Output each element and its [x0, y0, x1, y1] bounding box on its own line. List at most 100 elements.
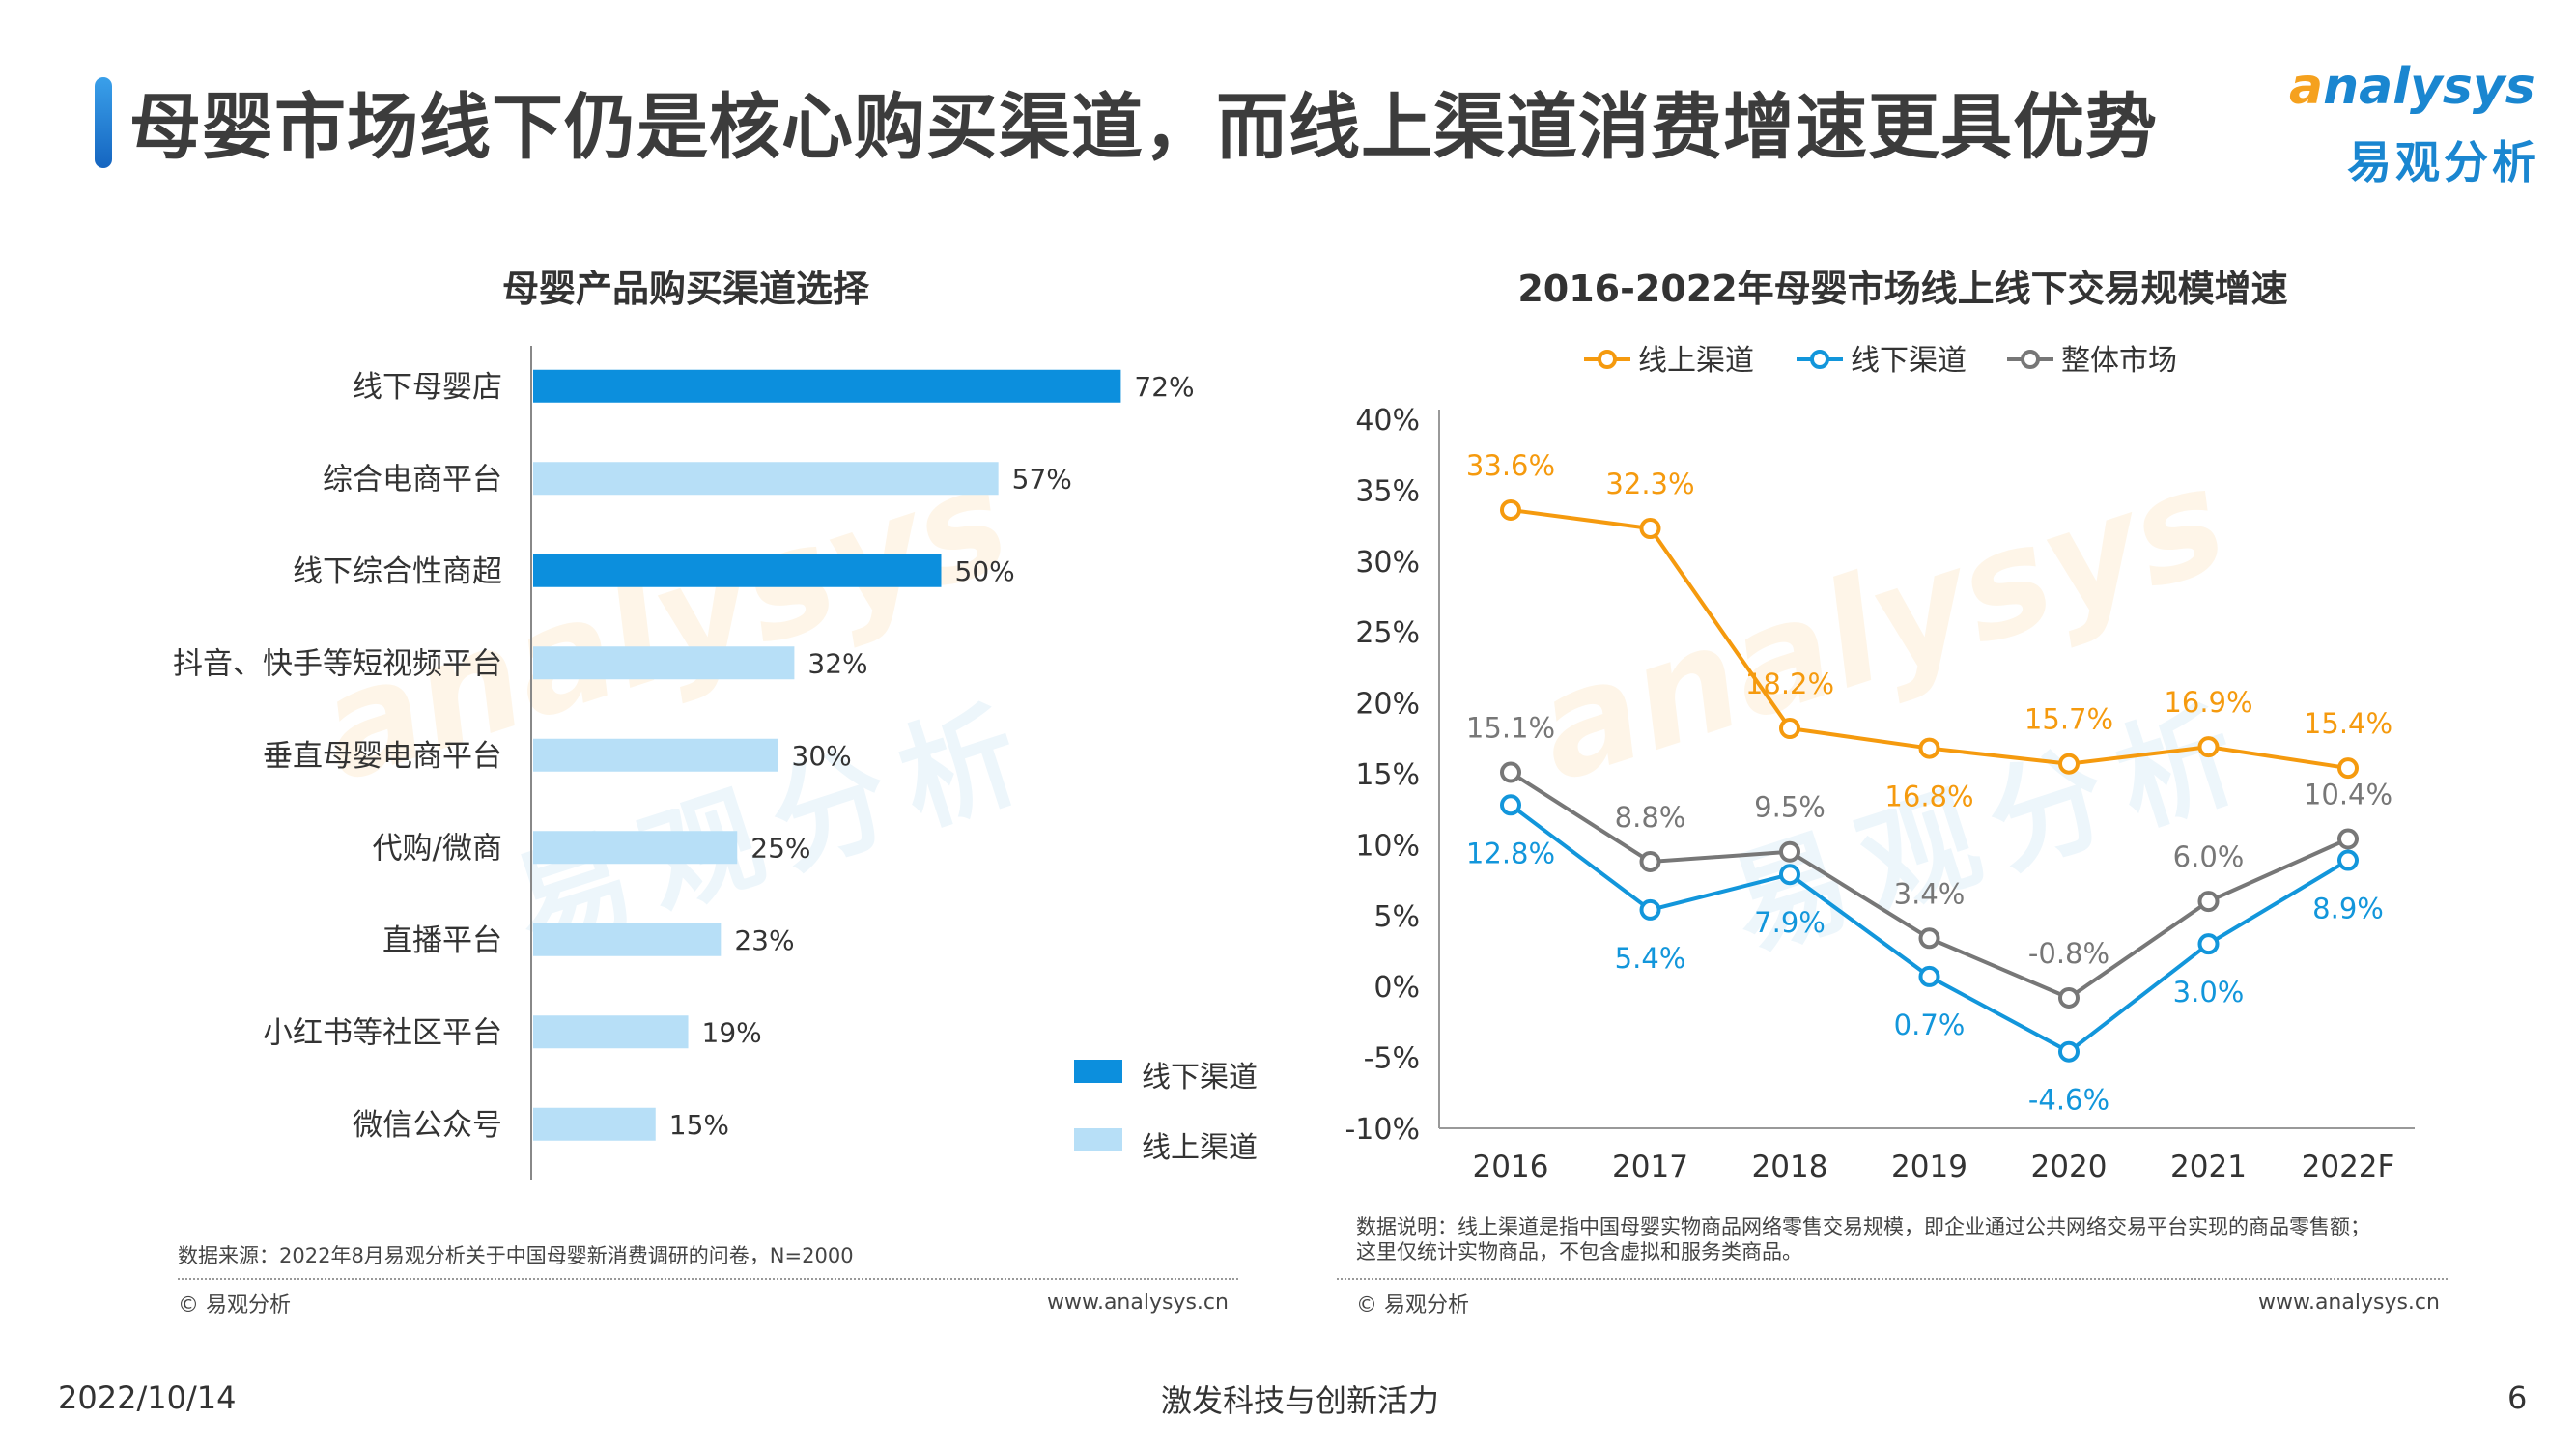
bar: [533, 646, 795, 680]
bar-category-label: 线下综合性商超: [293, 554, 502, 589]
data-label: 15.7%: [2024, 703, 2113, 736]
y-tick-label: 0%: [1373, 971, 1420, 1005]
left-copyright: © 易观分析: [178, 1293, 291, 1318]
logo-wordmark: nalysys: [2323, 58, 2535, 116]
data-point: [2337, 828, 2359, 850]
logo-english: analysys: [2289, 58, 2535, 116]
bar-value-label: 57%: [1012, 463, 1072, 495]
bar-category-label: 代购/微商: [373, 831, 502, 866]
data-point: [1779, 840, 1800, 863]
data-point: [2337, 849, 2359, 871]
data-label: 32.3%: [1605, 468, 1694, 500]
data-point: [2197, 891, 2220, 913]
bar: [533, 738, 778, 772]
legend-swatch-offline: [1074, 1060, 1122, 1083]
bar-category-label: 抖音、快手等短视频平台: [173, 646, 502, 681]
bar: [533, 1107, 656, 1141]
analysys-logo: analysys 易观分析: [2289, 58, 2550, 193]
data-point: [1639, 898, 1661, 921]
source-note: 数据来源：2022年8月易观分析关于中国母婴新消费调研的问卷，N=2000: [178, 1244, 854, 1267]
title-accent-bar: [95, 77, 112, 168]
bar-value-label: 25%: [750, 832, 810, 864]
data-label: 9.5%: [1754, 791, 1826, 824]
bar-category-label: 线下母婴店: [353, 370, 502, 405]
data-label: 16.9%: [2164, 686, 2252, 719]
page-title: 母婴市场线下仍是核心购买渠道，而线上渠道消费增速更具优势: [129, 86, 2158, 169]
data-label: 6.0%: [2173, 840, 2245, 873]
left-website: www.analysys.cn: [1047, 1291, 1229, 1315]
x-tick-label: 2020: [2031, 1150, 2108, 1184]
bar: [533, 831, 738, 865]
bar-value-label: 72%: [1134, 371, 1194, 403]
bar-chart-title: 母婴产品购买渠道选择: [501, 268, 869, 310]
page-number: 6: [2507, 1379, 2528, 1416]
logo-mark: a: [2289, 58, 2324, 116]
legend-marker: [1810, 350, 1829, 369]
data-label: -0.8%: [2028, 937, 2109, 970]
data-label: 3.0%: [2173, 976, 2245, 1009]
data-point: [2337, 757, 2359, 780]
bar-category-label: 小红书等社区平台: [263, 1015, 502, 1050]
data-label: -4.6%: [2028, 1084, 2109, 1117]
data-point: [1500, 761, 1521, 783]
y-tick-label: 40%: [1355, 404, 1420, 438]
x-tick-label: 2018: [1752, 1150, 1828, 1184]
data-point: [1500, 794, 1521, 816]
y-tick-label: 5%: [1373, 900, 1420, 934]
bar: [533, 923, 722, 956]
bar-category-label: 微信公众号: [353, 1108, 502, 1143]
bar: [533, 554, 942, 587]
data-point: [2197, 736, 2220, 758]
right-divider: [1337, 1278, 2448, 1280]
x-tick-label: 2021: [2170, 1150, 2247, 1184]
data-label: 8.8%: [1615, 801, 1686, 834]
data-point: [1779, 864, 1800, 886]
bar-category-label: 垂直母婴电商平台: [263, 739, 502, 774]
series-line: [1510, 507, 2349, 771]
y-tick-label: 30%: [1355, 546, 1420, 580]
legend-label: 线上渠道: [1638, 344, 1754, 378]
bar-value-label: 19%: [702, 1016, 762, 1048]
bar: [533, 462, 999, 496]
legend-label: 线下渠道: [1851, 344, 1967, 378]
data-point: [1639, 851, 1661, 873]
data-label: 33.6%: [1466, 449, 1555, 482]
x-tick-label: 2017: [1612, 1150, 1688, 1184]
legend-label-offline: 线下渠道: [1142, 1061, 1258, 1094]
x-tick-label: 2022F: [2302, 1150, 2395, 1184]
bar-category-label: 综合电商平台: [323, 462, 502, 497]
data-point: [1779, 718, 1800, 740]
bar-value-label: 23%: [734, 924, 794, 956]
data-point: [1639, 518, 1661, 540]
definition-note-line2: 这里仅统计实物商品，不包含虚拟和服务类商品。: [1356, 1240, 1802, 1264]
data-point: [2058, 753, 2080, 775]
definition-note-line1: 数据说明：线上渠道是指中国母婴实物商品网络零售交易规模，即企业通过公共网络交易平…: [1356, 1215, 2370, 1238]
bar-value-label: 50%: [955, 555, 1015, 587]
footer-date: 2022/10/14: [58, 1379, 237, 1416]
right-copyright: © 易观分析: [1356, 1293, 1469, 1318]
footer-slogan: 激发科技与创新活力: [1161, 1382, 1440, 1419]
data-label: 5.4%: [1615, 942, 1686, 975]
bar-value-label: 15%: [669, 1109, 729, 1141]
legend-marker: [1598, 350, 1617, 369]
data-point: [1918, 737, 1940, 759]
data-label: 0.7%: [1894, 1009, 1966, 1041]
data-label: 18.2%: [1745, 668, 1834, 700]
right-website: www.analysys.cn: [2258, 1291, 2440, 1315]
data-label: 7.9%: [1754, 906, 1826, 939]
bar-category-label: 直播平台: [382, 923, 502, 958]
bar-chart: 线下母婴店 72% 综合电商平台 57% 线下综合性商超 50% 抖音、快手等短视频平台 32…: [173, 346, 1195, 1180]
data-point: [2058, 1040, 2080, 1063]
line-chart-title: 2016-2022年母婴市场线上线下交易规模增速: [1517, 268, 2288, 310]
data-point: [2058, 986, 2080, 1009]
y-tick-label: 15%: [1355, 758, 1420, 792]
data-label: 3.4%: [1894, 877, 1966, 910]
legend-label-online: 线上渠道: [1142, 1131, 1258, 1165]
y-tick-label: 20%: [1355, 688, 1420, 722]
data-label: 15.4%: [2304, 707, 2392, 740]
line-chart: 40% 35% 30% 25% 20% 15% 10% 5% 0% -5% -10% 2016 2017…: [1345, 344, 2415, 1184]
y-tick-label: -5%: [1364, 1042, 1420, 1076]
bar-value-label: 30%: [792, 740, 852, 772]
data-label: 12.8%: [1466, 837, 1555, 869]
data-point: [1918, 965, 1940, 987]
